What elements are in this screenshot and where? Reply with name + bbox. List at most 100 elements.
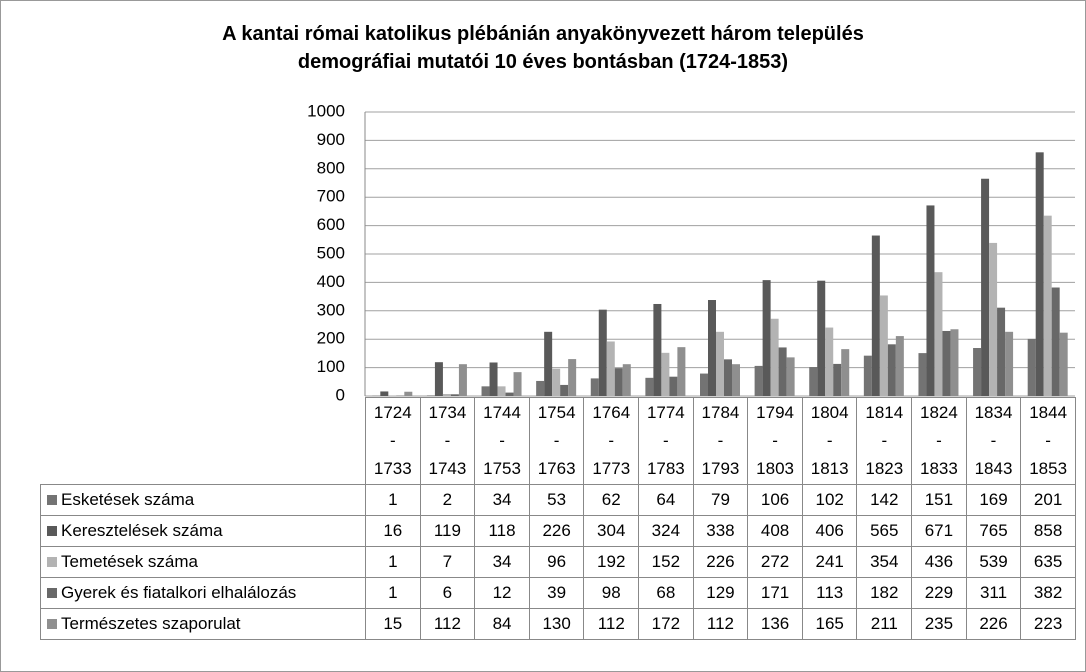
data-cell: 169	[965, 484, 1022, 516]
y-tick-label: 800	[317, 158, 345, 177]
data-cell: 142	[856, 484, 913, 516]
data-cell: 539	[965, 546, 1022, 578]
bar	[513, 372, 522, 396]
bar	[1027, 338, 1036, 396]
bar	[926, 205, 935, 396]
bar	[724, 359, 732, 396]
x-tick-label: 1784 - 1793	[692, 397, 749, 485]
legend-cell: Esketések száma	[40, 484, 366, 516]
data-cell: 7	[419, 546, 476, 578]
bar	[669, 376, 678, 396]
bar	[661, 352, 670, 396]
data-cell: 858	[1020, 515, 1076, 547]
legend-label: Esketések száma	[61, 490, 195, 509]
data-cell: 98	[583, 577, 640, 609]
table-row: Esketések száma 1 2 34 53 62 64 79 106 102 142 151 1…	[40, 484, 1076, 516]
table-row: Gyerek és fiatalkori elhalálozás 1 6 12 39 98…	[40, 577, 1076, 609]
bar	[426, 395, 435, 396]
data-table: 1724 - 1733 1734 - 1743 1744 - 1753 1754 - …	[40, 397, 1076, 640]
bar	[450, 394, 459, 396]
data-cell: 165	[801, 608, 858, 640]
bar	[653, 303, 662, 396]
data-cell: 34	[474, 484, 530, 516]
data-cell: 6	[419, 577, 476, 609]
data-cell: 152	[638, 546, 694, 578]
bar	[677, 347, 686, 396]
data-cell: 1	[365, 577, 421, 609]
bar	[981, 178, 990, 396]
y-tick-label: 300	[317, 300, 345, 319]
data-cell: 62	[583, 484, 640, 516]
x-tick-label: 1754 - 1763	[528, 397, 585, 485]
data-cell: 229	[911, 577, 967, 609]
bar	[950, 329, 959, 396]
legend-label: Temetések száma	[61, 552, 198, 571]
bar	[895, 336, 904, 396]
bar	[1059, 332, 1068, 396]
bar	[458, 364, 467, 396]
data-cell: 39	[528, 577, 585, 609]
bar	[841, 349, 850, 396]
data-cell: 68	[638, 577, 694, 609]
data-cell: 1	[365, 484, 421, 516]
legend-key	[47, 557, 57, 567]
data-cell: 96	[528, 546, 585, 578]
data-cell: 129	[692, 577, 749, 609]
bar	[879, 295, 888, 396]
legend-key	[47, 526, 57, 536]
data-cell: 304	[583, 515, 640, 547]
bar	[544, 331, 553, 396]
bar	[404, 391, 413, 396]
bar	[489, 362, 498, 396]
bar	[973, 348, 982, 396]
bar	[942, 330, 951, 396]
data-cell: 272	[747, 546, 803, 578]
x-tick-label: 1724 - 1733	[365, 397, 421, 485]
data-cell: 118	[474, 515, 530, 547]
bar	[622, 364, 631, 396]
y-tick-label: 1000	[307, 101, 345, 120]
x-tick-label: 1834 - 1843	[965, 397, 1022, 485]
data-cell: 211	[856, 608, 913, 640]
data-cell: 235	[911, 608, 967, 640]
bar	[825, 327, 834, 396]
data-cell: 1	[365, 546, 421, 578]
data-cell: 223	[1020, 608, 1076, 640]
bar	[989, 242, 998, 396]
data-cell: 136	[747, 608, 803, 640]
bar	[505, 392, 514, 396]
bar	[762, 280, 771, 396]
bar	[786, 357, 795, 396]
bar	[1043, 215, 1052, 396]
bar	[700, 373, 708, 396]
data-cell: 34	[474, 546, 530, 578]
data-cell: 324	[638, 515, 694, 547]
x-tick-label: 1744 - 1753	[474, 397, 530, 485]
data-cell: 354	[856, 546, 913, 578]
bar	[732, 364, 740, 396]
bar	[497, 386, 506, 396]
bar	[560, 384, 569, 396]
y-tick-label: 100	[317, 357, 345, 376]
data-cell: 151	[911, 484, 967, 516]
x-tick-label: 1804 - 1813	[801, 397, 858, 485]
data-cell: 53	[528, 484, 585, 516]
y-tick-label: 700	[317, 187, 345, 206]
title-box: A kantai római katolikus plébánián anyak…	[222, 23, 864, 73]
legend-key	[47, 588, 57, 598]
x-tick-label: 1764 - 1773	[583, 397, 640, 485]
chart-title: A kantai római katolikus plébánián anyak…	[222, 23, 864, 73]
legend-key	[47, 619, 57, 629]
data-cell: 113	[801, 577, 858, 609]
data-cell: 130	[528, 608, 585, 640]
x-tick-label: 1824 - 1833	[911, 397, 967, 485]
corner	[40, 397, 366, 485]
data-cell: 406	[801, 515, 858, 547]
data-cell: 15	[365, 608, 421, 640]
bar	[606, 341, 615, 396]
legend-key	[47, 495, 57, 505]
bar	[1035, 152, 1044, 396]
y-tick-label: 0	[336, 385, 345, 404]
bar	[918, 353, 927, 396]
data-cell: 112	[583, 608, 640, 640]
